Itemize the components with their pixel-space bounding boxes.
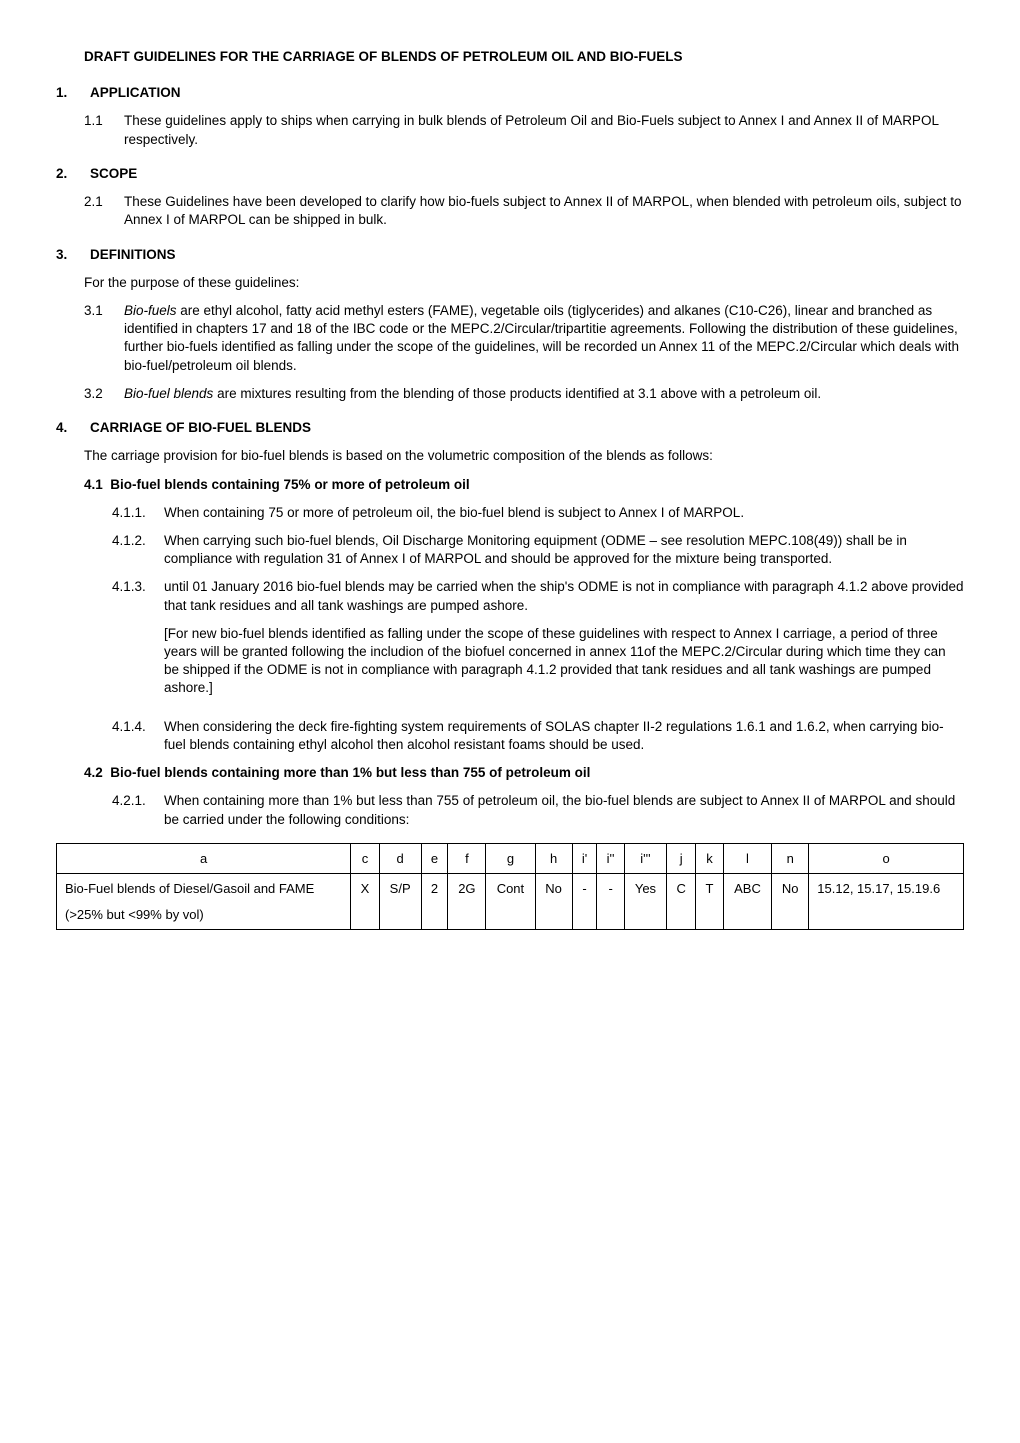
section-1-heading: 1. APPLICATION: [56, 84, 964, 102]
section-4-label: CARRIAGE OF BIO-FUEL BLENDS: [90, 419, 311, 437]
para-1-1-num: 1.1: [84, 112, 112, 148]
col-i1: i': [572, 843, 597, 874]
col-f: f: [448, 843, 486, 874]
subsection-4-2-num: 4.2: [84, 765, 103, 780]
col-j: j: [667, 843, 696, 874]
para-3-1: 3.1 Bio-fuels are ethyl alcohol, fatty a…: [84, 302, 964, 375]
cell-i1: -: [572, 874, 597, 930]
para-4-1-1: 4.1.1. When containing 75 or more of pet…: [112, 504, 964, 522]
para-2-1: 2.1 These Guidelines have been developed…: [84, 193, 964, 229]
para-4-1-4: 4.1.4. When considering the deck fire-fi…: [112, 718, 964, 754]
col-o: o: [809, 843, 964, 874]
section-4-heading: 4. CARRIAGE OF BIO-FUEL BLENDS: [56, 419, 964, 437]
para-4-1-3-text: until 01 January 2016 bio-fuel blends ma…: [164, 578, 964, 614]
subsection-4-1-heading: 4.1 Bio-fuel blends containing 75% or mo…: [84, 476, 964, 494]
para-4-2-1: 4.2.1. When containing more than 1% but …: [112, 792, 964, 828]
para-4-1-3-bracket: [For new bio-fuel blends identified as f…: [164, 625, 964, 698]
cell-j: C: [667, 874, 696, 930]
para-2-1-text: These Guidelines have been developed to …: [124, 193, 964, 229]
cell-d: S/P: [379, 874, 421, 930]
section-3-heading: 3. DEFINITIONS: [56, 246, 964, 264]
para-4-1-2: 4.1.2. When carrying such bio-fuel blend…: [112, 532, 964, 568]
col-n: n: [772, 843, 809, 874]
cell-a-line2: (>25% but <99% by vol): [65, 906, 342, 924]
section-3-label: DEFINITIONS: [90, 246, 176, 264]
cell-i3: Yes: [624, 874, 666, 930]
section-2-num: 2.: [56, 165, 76, 183]
cell-a-line1: Bio-Fuel blends of Diesel/Gasoil and FAM…: [65, 880, 342, 898]
col-i3: i''': [624, 843, 666, 874]
col-c: c: [351, 843, 379, 874]
page-title: DRAFT GUIDELINES FOR THE CARRIAGE OF BLE…: [84, 48, 964, 66]
para-3-2-rest: are mixtures resulting from the blending…: [213, 386, 821, 401]
section-1-label: APPLICATION: [90, 84, 181, 102]
cell-a: Bio-Fuel blends of Diesel/Gasoil and FAM…: [57, 874, 351, 930]
para-3-1-rest: are ethyl alcohol, fatty acid methyl est…: [124, 303, 959, 373]
section-2-label: SCOPE: [90, 165, 137, 183]
para-4-1-2-num: 4.1.2.: [112, 532, 152, 568]
col-l: l: [723, 843, 771, 874]
cell-i2: -: [597, 874, 624, 930]
para-4-1-4-num: 4.1.4.: [112, 718, 152, 754]
para-3-2-num: 3.2: [84, 385, 112, 403]
para-3-1-text: Bio-fuels are ethyl alcohol, fatty acid …: [124, 302, 964, 375]
term-bio-fuels: Bio-fuels: [124, 303, 177, 318]
col-d: d: [379, 843, 421, 874]
subsection-4-2-heading: 4.2 Bio-fuel blends containing more than…: [84, 764, 964, 782]
cell-c: X: [351, 874, 379, 930]
subsection-4-1-num: 4.1: [84, 477, 103, 492]
col-k: k: [696, 843, 724, 874]
para-4-1-1-text: When containing 75 or more of petroleum …: [164, 504, 964, 522]
cell-n: No: [772, 874, 809, 930]
subsection-4-1-label: Bio-fuel blends containing 75% or more o…: [110, 477, 469, 492]
para-4-1-3-num: 4.1.3.: [112, 578, 152, 707]
col-i2: i'': [597, 843, 624, 874]
cell-h: No: [535, 874, 572, 930]
subsection-4-2-label: Bio-fuel blends containing more than 1% …: [110, 765, 590, 780]
para-4-1-2-text: When carrying such bio-fuel blends, Oil …: [164, 532, 964, 568]
para-4-2-1-text: When containing more than 1% but less th…: [164, 792, 964, 828]
conditions-table: a c d e f g h i' i'' i''' j k l n o Bio-…: [56, 843, 964, 931]
col-g: g: [486, 843, 535, 874]
cell-g: Cont: [486, 874, 535, 930]
cell-l: ABC: [723, 874, 771, 930]
term-bio-fuel-blends: Bio-fuel blends: [124, 386, 213, 401]
section-2-heading: 2. SCOPE: [56, 165, 964, 183]
cell-k: T: [696, 874, 724, 930]
cell-o: 15.12, 15.17, 15.19.6: [809, 874, 964, 930]
para-1-1: 1.1 These guidelines apply to ships when…: [84, 112, 964, 148]
table-row: Bio-Fuel blends of Diesel/Gasoil and FAM…: [57, 874, 964, 930]
para-4-2-1-num: 4.2.1.: [112, 792, 152, 828]
para-4-1-1-num: 4.1.1.: [112, 504, 152, 522]
section-4-num: 4.: [56, 419, 76, 437]
section-4-intro: The carriage provision for bio-fuel blen…: [84, 447, 964, 465]
para-4-1-4-text: When considering the deck fire-fighting …: [164, 718, 964, 754]
cell-e: 2: [421, 874, 448, 930]
para-3-2-text: Bio-fuel blends are mixtures resulting f…: [124, 385, 821, 403]
section-3-intro: For the purpose of these guidelines:: [84, 274, 964, 292]
table-header-row: a c d e f g h i' i'' i''' j k l n o: [57, 843, 964, 874]
para-2-1-num: 2.1: [84, 193, 112, 229]
cell-f: 2G: [448, 874, 486, 930]
para-3-2: 3.2 Bio-fuel blends are mixtures resulti…: [84, 385, 964, 403]
col-e: e: [421, 843, 448, 874]
section-3-num: 3.: [56, 246, 76, 264]
para-1-1-text: These guidelines apply to ships when car…: [124, 112, 964, 148]
section-1-num: 1.: [56, 84, 76, 102]
para-4-1-3: 4.1.3. until 01 January 2016 bio-fuel bl…: [112, 578, 964, 707]
col-h: h: [535, 843, 572, 874]
para-3-1-num: 3.1: [84, 302, 112, 375]
col-a: a: [57, 843, 351, 874]
